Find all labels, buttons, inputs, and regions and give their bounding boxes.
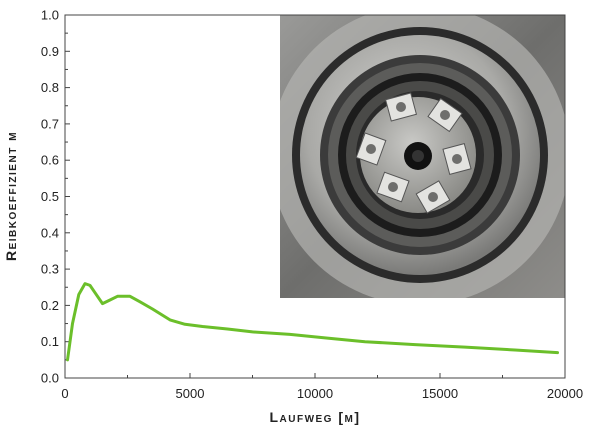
y-tick-label: 0.6 [41,153,59,168]
y-tick-label: 0.0 [41,371,59,386]
x-tick-label: 5000 [176,386,205,401]
y-tick-label: 0.2 [41,298,59,313]
series-line-0 [66,282,559,362]
x-axis-title: Laufweg [m] [269,409,360,425]
y-tick-label: 0.1 [41,334,59,349]
y-tick-label: 0.3 [41,262,59,277]
y-axis: 0.0 0.1 0.2 0.3 0.4 0.5 0.6 0.7 0.8 0.9 1.0 [41,8,70,386]
x-tick-label: 0 [61,386,68,401]
y-tick-label: 0.5 [41,189,59,204]
y-tick-label: 0.9 [41,44,59,59]
x-axis: 0 5000 10000 15000 20000 [61,373,583,401]
bearing-photo [280,15,565,298]
x-tick-label: 10000 [297,386,333,401]
y-tick-label: 0.8 [41,80,59,95]
y-tick-label: 1.0 [41,8,59,23]
y-tick-label: 0.4 [41,225,59,240]
y-axis-title: Reibkoeffizient μ [3,131,19,261]
y-tick-label: 0.7 [41,116,59,131]
x-tick-label: 20000 [547,386,583,401]
x-tick-label: 15000 [422,386,458,401]
series-layer [66,282,559,362]
